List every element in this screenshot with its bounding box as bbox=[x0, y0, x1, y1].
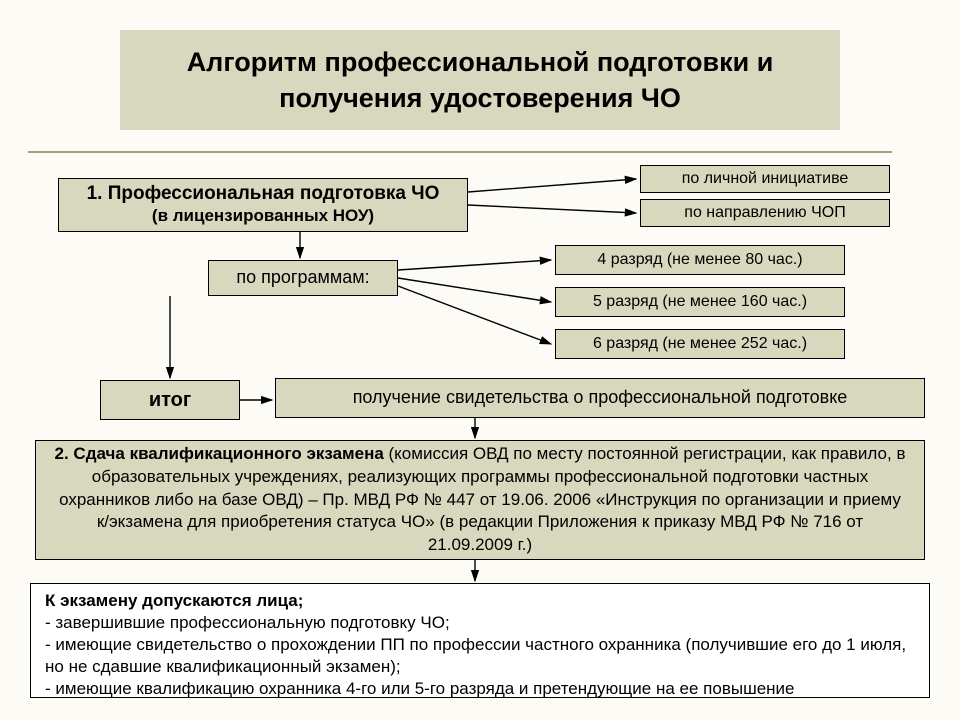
admission-line1: - завершившие профессиональную подготовк… bbox=[45, 612, 915, 634]
step2-bold: 2. Сдача квалификационного экзамена bbox=[55, 444, 389, 463]
admission-line2: - имеющие свидетельство о прохождении ПП… bbox=[45, 634, 915, 678]
rank4-box: 4 разряд (не менее 80 час.) bbox=[555, 245, 845, 275]
step1-box: 1. Профессиональная подготовка ЧО (в лиц… bbox=[58, 178, 468, 232]
title-divider bbox=[28, 151, 892, 153]
step1-title: 1. Профессиональная подготовка ЧО bbox=[87, 183, 440, 206]
step2-box: 2. Сдача квалификационного экзамена (ком… bbox=[35, 440, 925, 560]
slide-title: Алгоритм профессиональной подготовки и п… bbox=[120, 30, 840, 130]
option-personal: по личной инициативе bbox=[640, 165, 890, 193]
admission-line3: - имеющие квалификацию охранника 4-го ил… bbox=[45, 678, 915, 700]
option-chop: по направлению ЧОП bbox=[640, 199, 890, 227]
step2-text: 2. Сдача квалификационного экзамена (ком… bbox=[54, 443, 906, 558]
admission-box: К экзамену допускаются лица; - завершивш… bbox=[30, 583, 930, 698]
admission-content: К экзамену допускаются лица; - завершивш… bbox=[45, 590, 915, 700]
step1-sub: (в лицензированных НОУ) bbox=[152, 206, 374, 226]
certificate-box: получение свидетельства о профессиональн… bbox=[275, 378, 925, 418]
rank6-box: 6 разряд (не менее 252 час.) bbox=[555, 329, 845, 359]
rank5-box: 5 разряд (не менее 160 час.) bbox=[555, 287, 845, 317]
programs-box: по программам: bbox=[208, 260, 398, 296]
admission-title: К экзамену допускаются лица; bbox=[45, 590, 915, 612]
itog-box: итог bbox=[100, 380, 240, 420]
